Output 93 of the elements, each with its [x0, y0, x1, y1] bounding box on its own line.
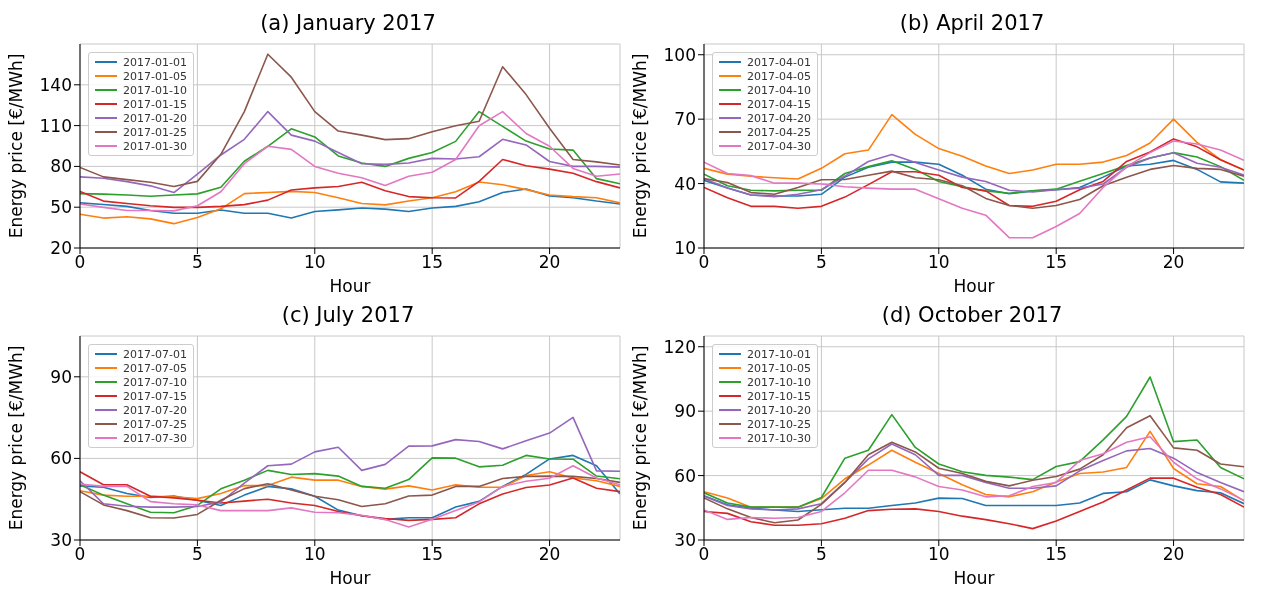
legend-label: 2017-07-25 [123, 417, 187, 431]
y-tick-label: 40 [674, 173, 696, 194]
line-series [704, 138, 1244, 210]
legend-label: 2017-04-05 [747, 69, 811, 83]
x-axis-title: Hour [329, 276, 371, 297]
legend-label: 2017-07-10 [123, 375, 187, 389]
chart-title: (c) July 2017 [280, 302, 416, 329]
y-tick-label: 80 [50, 156, 72, 177]
y-axis-title: Energy price [€/MWh] [630, 345, 651, 531]
x-tick-label: 5 [191, 544, 203, 565]
line-series [704, 414, 1244, 524]
x-tick-label: 15 [421, 252, 443, 273]
legend-label: 2017-10-30 [747, 431, 811, 445]
y-tick-label: 50 [50, 197, 72, 218]
legend-label: 2017-01-15 [123, 97, 187, 111]
legend-label: 2017-04-30 [747, 139, 811, 153]
y-tick-label: 110 [39, 115, 72, 136]
legend-label: 2017-01-25 [123, 125, 187, 139]
x-axis-title: Hour [329, 568, 371, 589]
legend-label: 2017-01-01 [123, 55, 187, 69]
x-tick-label: 10 [303, 252, 326, 273]
legend-label: 2017-07-05 [123, 361, 187, 375]
x-tick-label: 20 [538, 252, 561, 273]
legend-label: 2017-10-15 [747, 389, 811, 403]
line-series [704, 430, 1244, 508]
x-tick-label: 15 [1045, 252, 1067, 273]
legend-label: 2017-04-01 [747, 55, 811, 69]
legend-label: 2017-10-20 [747, 403, 811, 417]
y-tick-label: 60 [674, 465, 696, 486]
y-tick-label: 140 [39, 74, 72, 95]
x-tick-label: 20 [1162, 252, 1185, 273]
chart-title: (b) April 2017 [898, 10, 1046, 37]
line-series [704, 435, 1244, 521]
legend-label: 2017-01-20 [123, 111, 187, 125]
legend-label: 2017-04-25 [747, 125, 811, 139]
x-tick-label: 0 [74, 544, 86, 565]
chart-title: (a) January 2017 [259, 10, 437, 37]
line-series [704, 140, 1244, 239]
y-tick-label: 100 [663, 44, 696, 65]
line-series [704, 376, 1244, 508]
y-tick-label: 70 [674, 109, 696, 130]
legend-label: 2017-10-05 [747, 361, 811, 375]
x-tick-label: 10 [927, 544, 950, 565]
x-tick-label: 10 [927, 252, 950, 273]
x-tick-label: 5 [815, 252, 827, 273]
legend-label: 2017-04-20 [747, 111, 811, 125]
x-tick-label: 5 [815, 544, 827, 565]
x-tick-label: 20 [1162, 544, 1185, 565]
legend-label: 2017-10-10 [747, 375, 811, 389]
y-tick-label: 90 [50, 366, 72, 387]
y-axis-title: Energy price [€/MWh] [6, 53, 27, 239]
legend-label: 2017-01-10 [123, 83, 187, 97]
x-tick-label: 10 [303, 544, 326, 565]
legend-label: 2017-04-10 [747, 83, 811, 97]
legend-label: 2017-07-30 [123, 431, 187, 445]
x-tick-label: 5 [191, 252, 203, 273]
y-tick-label: 10 [674, 238, 696, 259]
x-tick-label: 0 [698, 252, 710, 273]
y-tick-label: 20 [50, 238, 72, 259]
line-series [80, 158, 620, 209]
x-tick-label: 0 [698, 544, 710, 565]
line-series [80, 181, 620, 225]
y-tick-label: 30 [50, 530, 72, 551]
chart-title: (d) October 2017 [880, 302, 1064, 329]
legend-label: 2017-10-01 [747, 347, 811, 361]
y-axis-title: Energy price [€/MWh] [6, 345, 27, 531]
y-axis-title: Energy price [€/MWh] [630, 53, 651, 239]
x-axis-title: Hour [953, 276, 995, 297]
y-tick-label: 90 [674, 401, 696, 422]
x-tick-label: 0 [74, 252, 86, 273]
x-tick-label: 15 [1045, 544, 1067, 565]
line-series [80, 464, 620, 528]
legend-label: 2017-07-01 [123, 347, 187, 361]
legend-label: 2017-01-30 [123, 139, 187, 153]
line-series [704, 479, 1244, 513]
line-series [80, 53, 620, 188]
line-series [704, 164, 1244, 210]
line-series [80, 188, 620, 219]
line-series [704, 477, 1244, 530]
y-tick-label: 30 [674, 530, 696, 551]
legend-label: 2017-07-15 [123, 389, 187, 403]
legend-label: 2017-04-15 [747, 97, 811, 111]
legend-label: 2017-10-25 [747, 417, 811, 431]
legend-label: 2017-07-20 [123, 403, 187, 417]
y-tick-label: 120 [663, 336, 696, 357]
legend-label: 2017-01-05 [123, 69, 187, 83]
x-tick-label: 15 [421, 544, 443, 565]
line-series [80, 416, 620, 508]
y-tick-label: 60 [50, 448, 72, 469]
line-series [80, 470, 620, 500]
line-series [704, 443, 1244, 511]
x-tick-label: 20 [538, 544, 561, 565]
x-axis-title: Hour [953, 568, 995, 589]
